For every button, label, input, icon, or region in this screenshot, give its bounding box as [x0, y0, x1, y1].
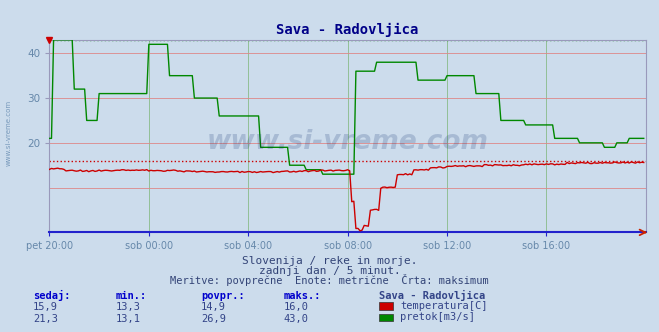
- Text: www.si-vreme.com: www.si-vreme.com: [207, 129, 488, 155]
- Text: 21,3: 21,3: [33, 314, 58, 324]
- Title: Sava - Radovljica: Sava - Radovljica: [276, 23, 419, 37]
- Text: sedaj:: sedaj:: [33, 290, 71, 301]
- Text: povpr.:: povpr.:: [201, 291, 244, 301]
- Text: min.:: min.:: [115, 291, 146, 301]
- Text: 16,0: 16,0: [283, 302, 308, 312]
- Text: 43,0: 43,0: [283, 314, 308, 324]
- Text: zadnji dan / 5 minut.: zadnji dan / 5 minut.: [258, 266, 401, 276]
- Text: 26,9: 26,9: [201, 314, 226, 324]
- Text: 15,9: 15,9: [33, 302, 58, 312]
- Text: Meritve: povprečne  Enote: metrične  Črta: maksimum: Meritve: povprečne Enote: metrične Črta:…: [170, 274, 489, 286]
- Text: pretok[m3/s]: pretok[m3/s]: [400, 312, 475, 322]
- Text: temperatura[C]: temperatura[C]: [400, 301, 488, 311]
- Text: www.si-vreme.com: www.si-vreme.com: [5, 100, 12, 166]
- Text: Slovenija / reke in morje.: Slovenija / reke in morje.: [242, 256, 417, 266]
- Text: Sava - Radovljica: Sava - Radovljica: [379, 290, 485, 301]
- Text: 13,1: 13,1: [115, 314, 140, 324]
- Text: maks.:: maks.:: [283, 291, 321, 301]
- Text: 13,3: 13,3: [115, 302, 140, 312]
- Text: 14,9: 14,9: [201, 302, 226, 312]
